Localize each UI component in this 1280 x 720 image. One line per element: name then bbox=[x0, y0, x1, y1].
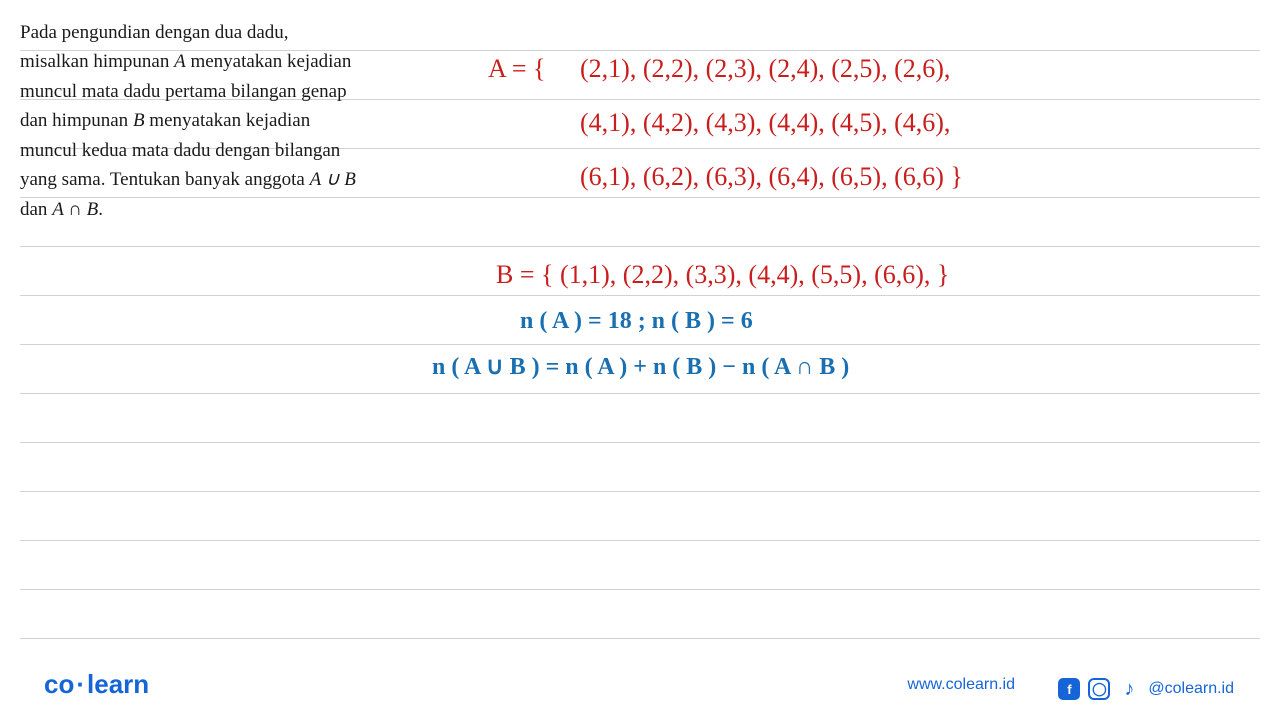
footer: co·learn www.colearn.id f ◯ ♪ @colearn.i… bbox=[0, 660, 1280, 720]
set-a-row3: (6,1), (6,2), (6,3), (6,4), (6,5), (6,6)… bbox=[580, 162, 963, 192]
p-line7a: dan bbox=[20, 199, 52, 220]
social-handle: @colearn.id bbox=[1148, 680, 1234, 698]
rule-line bbox=[20, 589, 1260, 590]
rule-line bbox=[20, 393, 1260, 394]
p-line2b: A bbox=[174, 51, 186, 72]
brand-logo: co·learn bbox=[44, 669, 149, 700]
work-line2: n ( A ∪ B ) = n ( A ) + n ( B ) − n ( A … bbox=[432, 352, 849, 381]
brand-co: co bbox=[44, 669, 74, 699]
rule-line bbox=[20, 442, 1260, 443]
rule-line bbox=[20, 540, 1260, 541]
facebook-icon: f bbox=[1058, 678, 1080, 700]
p-line2a: misalkan himpunan bbox=[20, 51, 174, 72]
rule-line bbox=[20, 295, 1260, 296]
p-line4c: menyatakan kejadian bbox=[145, 110, 311, 131]
brand-url: www.colearn.id bbox=[907, 676, 1015, 694]
p-line1: Pada pengundian dengan dua dadu, bbox=[20, 22, 289, 43]
brand-learn: learn bbox=[87, 669, 149, 699]
p-line2c: menyatakan kejadian bbox=[186, 51, 352, 72]
instagram-icon: ◯ bbox=[1088, 678, 1110, 700]
set-a-prefix: A = { bbox=[488, 54, 545, 84]
p-line3: muncul mata dadu pertama bilangan genap bbox=[20, 81, 347, 102]
rule-line bbox=[20, 344, 1260, 345]
set-a-row2: (4,1), (4,2), (4,3), (4,4), (4,5), (4,6)… bbox=[580, 108, 950, 138]
p-line6b: A ∪ B bbox=[310, 169, 356, 190]
problem-text: Pada pengundian dengan dua dadu, misalka… bbox=[20, 18, 440, 224]
p-line6a: yang sama. Tentukan banyak anggota bbox=[20, 169, 310, 190]
p-line5: muncul kedua mata dadu dengan bilangan bbox=[20, 140, 340, 161]
rule-line bbox=[20, 491, 1260, 492]
p-line4a: dan himpunan bbox=[20, 110, 133, 131]
p-line7b: A ∩ B bbox=[52, 199, 98, 220]
set-b-line: B = { (1,1), (2,2), (3,3), (4,4), (5,5),… bbox=[496, 260, 949, 290]
social-row: f ◯ ♪ @colearn.id bbox=[1058, 678, 1234, 700]
rule-line bbox=[20, 638, 1260, 639]
work-line1: n ( A ) = 18 ; n ( B ) = 6 bbox=[520, 308, 753, 335]
rule-line bbox=[20, 246, 1260, 247]
tiktok-icon: ♪ bbox=[1118, 678, 1140, 700]
p-line4b: B bbox=[133, 110, 145, 131]
brand-dot: · bbox=[74, 669, 87, 699]
set-a-row1: (2,1), (2,2), (2,3), (2,4), (2,5), (2,6)… bbox=[580, 54, 950, 84]
p-line7c: . bbox=[98, 199, 103, 220]
